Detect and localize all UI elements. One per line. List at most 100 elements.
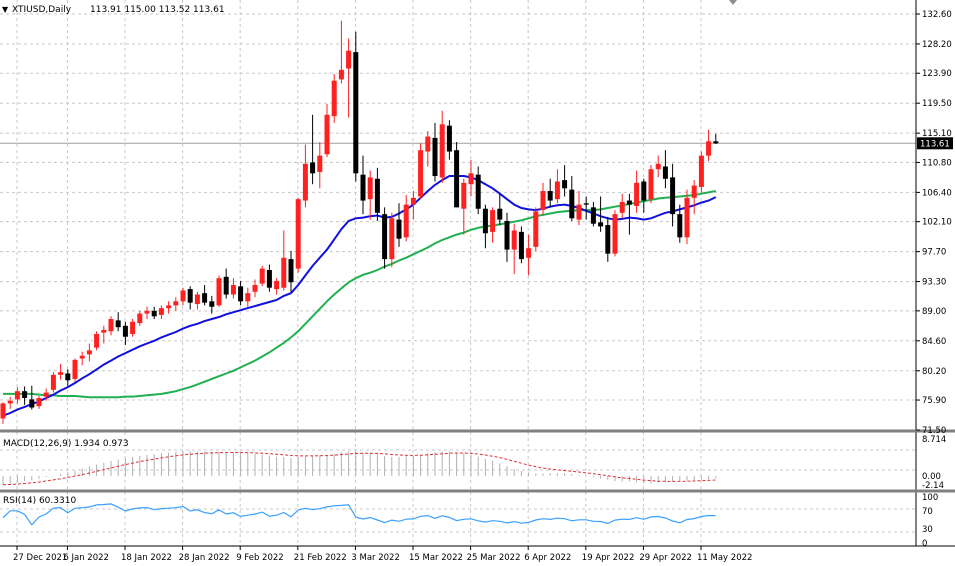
candle-body	[22, 391, 28, 398]
candle-body	[382, 214, 388, 260]
candle-body	[288, 259, 294, 283]
candle-body	[50, 374, 56, 390]
candle-body	[151, 310, 157, 317]
candle-body	[461, 182, 467, 209]
candle-body	[670, 177, 676, 215]
y-tick-label: 97.70	[922, 248, 946, 258]
y-tick-label: 93.30	[922, 278, 946, 288]
candle-body	[209, 301, 215, 307]
candle-body	[259, 268, 265, 284]
slow-moving-average	[3, 190, 716, 399]
candle-body	[58, 372, 64, 375]
rsi-series	[2, 503, 716, 526]
candle-body	[374, 178, 380, 213]
candle-body	[511, 230, 517, 250]
candle-body	[281, 257, 287, 288]
candle-body	[29, 399, 35, 408]
candle-body	[14, 391, 20, 400]
y-tick-label: 119.50	[922, 99, 952, 109]
candle-body	[497, 208, 503, 220]
x-tick-label: 25 Mar 2022	[467, 553, 521, 563]
candle-body	[331, 80, 337, 117]
y-tick-label: 75.90	[922, 396, 946, 406]
candle-body	[230, 284, 236, 295]
rsi-label: RSI(14) 60.3310	[3, 496, 76, 506]
y-tick-label: 102.10	[922, 218, 952, 228]
candle-body	[576, 204, 582, 220]
candle-body	[540, 191, 546, 211]
candle-body	[590, 207, 596, 224]
macd-tick-label: 0.00	[922, 472, 941, 482]
candle-body	[612, 214, 618, 254]
candle-body	[432, 137, 438, 177]
candle-body	[634, 182, 640, 206]
candle-body	[101, 329, 107, 333]
y-tick-label: 110.80	[922, 158, 952, 168]
candle-body	[641, 181, 647, 201]
candle-body	[648, 169, 654, 200]
y-tick-label: 132.60	[922, 10, 952, 20]
candle-body	[360, 174, 366, 201]
candle-body	[468, 173, 474, 185]
candle-body	[94, 334, 100, 348]
y-tick-label: 128.20	[922, 40, 952, 50]
candle-body	[684, 197, 690, 238]
fast-moving-average	[2, 175, 717, 417]
rsi-tick-label: 70	[922, 507, 933, 517]
candle-body	[194, 294, 200, 305]
x-tick-label: 19 Apr 2022	[582, 553, 635, 563]
y-tick-label: 115.10	[922, 129, 952, 139]
y-tick-label: 80.20	[922, 367, 946, 377]
candle-body	[389, 218, 395, 260]
y-tick-label: 123.90	[922, 69, 952, 79]
candle-body	[410, 197, 416, 205]
x-tick-label: 6 Apr 2022	[524, 553, 571, 563]
candle-body	[130, 321, 136, 334]
candle-body	[180, 290, 186, 302]
x-tick-label: 28 Jan 2022	[179, 553, 230, 563]
x-tick-label: 21 Feb 2022	[294, 553, 347, 563]
macd-signal-line	[2, 451, 716, 486]
candle-body	[626, 200, 632, 205]
candle-body	[367, 177, 373, 200]
candle-body	[79, 355, 85, 359]
candle-body	[439, 124, 445, 178]
candle-body	[238, 286, 244, 302]
candle-body	[396, 219, 402, 239]
panel-frames	[0, 0, 955, 547]
symbol-label: XTIUSD,Daily	[12, 5, 72, 15]
candle-body	[677, 214, 683, 238]
candle-body	[43, 392, 49, 397]
candle-body	[554, 181, 560, 200]
candle-body	[504, 220, 510, 250]
x-tick-label: 3 Mar 2022	[351, 553, 399, 563]
candle-body	[691, 185, 697, 198]
candle-body	[598, 222, 604, 227]
candle-body	[562, 180, 568, 189]
x-tick-label: 18 Jan 2022	[121, 553, 172, 563]
candle-body	[266, 270, 272, 288]
macd-tick-label: -2.14	[922, 481, 944, 491]
candle-body	[245, 293, 251, 302]
symbol-dropdown-icon[interactable]: ▼	[2, 5, 9, 14]
candle-body	[490, 210, 496, 232]
candle-body	[338, 69, 344, 80]
candle-body	[158, 308, 164, 315]
candle-body	[173, 301, 179, 306]
candle-body	[166, 305, 172, 309]
candle-body	[475, 174, 481, 209]
candle-body	[122, 325, 128, 337]
candle-body	[569, 189, 575, 219]
candle-body	[418, 150, 424, 197]
candle-body	[425, 136, 431, 152]
candle-body	[216, 278, 222, 306]
rsi-line	[2, 503, 716, 526]
candle-body	[137, 313, 143, 324]
shift-marker-icon	[729, 0, 737, 5]
candle-body	[115, 320, 121, 328]
candle-body	[36, 398, 42, 407]
y-tick-label: 84.60	[922, 337, 946, 347]
x-tick-label: 15 Mar 2022	[409, 553, 463, 563]
y-tick-label: 106.40	[922, 188, 952, 198]
